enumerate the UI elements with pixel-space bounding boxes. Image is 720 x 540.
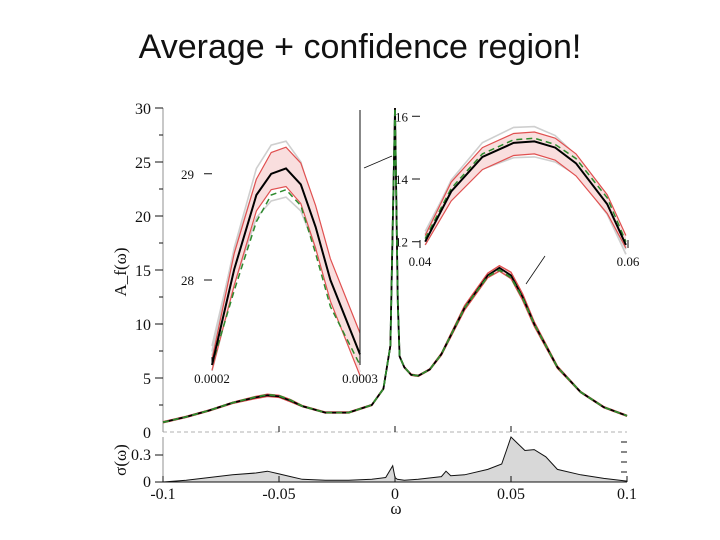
inset-left-y-tick-label: 28 xyxy=(181,273,194,288)
inset-right-pointer xyxy=(525,255,546,285)
main-y-tick-label: 0 xyxy=(143,425,151,442)
sigma-y-axis-title: σ(ω) xyxy=(111,444,130,476)
inset-right-confidence-lower-line xyxy=(424,153,627,249)
inset-left-x-tick-label: 0.0003 xyxy=(342,371,378,386)
inset-left-confidence-lower-line xyxy=(211,185,361,376)
sigma-y-tick-label: 0 xyxy=(143,474,151,491)
inset-right-y-tick-label: 12 xyxy=(395,235,408,250)
main-y-tick-label: 15 xyxy=(135,263,151,280)
main-y-tick-label: 20 xyxy=(135,209,151,226)
sigma-x-tick-label: 0 xyxy=(391,486,399,503)
main-plot-curves xyxy=(162,107,628,424)
inset-right-background xyxy=(416,110,632,248)
main-plot-axes: 0 5 10 15 20 25 30 xyxy=(135,101,627,442)
inset-right-y-tick-label: 14 xyxy=(395,172,409,187)
sigma-area xyxy=(163,437,627,482)
sigma-panel: 0 0.3 -0.1 -0.05 0 0.05 0.1 xyxy=(131,436,637,503)
axis-titles: A_f(ω) σ(ω) ω xyxy=(111,248,402,518)
inset-right-x-tick-label: 0.06 xyxy=(617,254,640,269)
inset-right: 0.04 0.06 12 14 16 xyxy=(395,109,640,285)
inset-left: 0.0002 0.0003 28 29 xyxy=(181,110,393,386)
inset-right-confidence-upper-line xyxy=(424,131,627,236)
main-y-tick-label: 5 xyxy=(143,371,151,388)
inset-left-average-line xyxy=(211,167,361,366)
sigma-x-axis-title: ω xyxy=(390,499,401,518)
inset-left-x-tick-label: 0.0002 xyxy=(194,371,230,386)
main-y-tick-label: 10 xyxy=(135,317,151,334)
main-y-tick-label: 30 xyxy=(135,101,151,118)
main-y-tick-label: 25 xyxy=(135,155,151,172)
inset-right-reference-dashed-line xyxy=(424,137,627,242)
main-reference-dashed-line xyxy=(162,107,628,424)
sigma-x-tick-label: 0.05 xyxy=(497,486,525,503)
inset-left-pointer xyxy=(363,155,393,169)
sigma-y-tick-label: 0.3 xyxy=(131,447,151,464)
main-y-axis-title: A_f(ω) xyxy=(111,248,130,297)
inset-right-y-tick-label: 16 xyxy=(395,109,409,124)
inset-left-reference-dashed-line xyxy=(211,188,361,366)
inset-right-average-line xyxy=(424,140,627,246)
inset-left-confidence-upper-line xyxy=(211,146,361,360)
inset-left-y-tick-label: 29 xyxy=(181,167,194,182)
sigma-x-tick-label: 0.1 xyxy=(617,486,637,503)
sigma-x-tick-label: -0.05 xyxy=(262,486,295,503)
sigma-line xyxy=(162,436,628,483)
inset-right-x-tick-label: 0.04 xyxy=(409,254,432,269)
slide-title: Average + confidence region! xyxy=(138,28,582,66)
sigma-x-tick-label: -0.1 xyxy=(150,486,175,503)
